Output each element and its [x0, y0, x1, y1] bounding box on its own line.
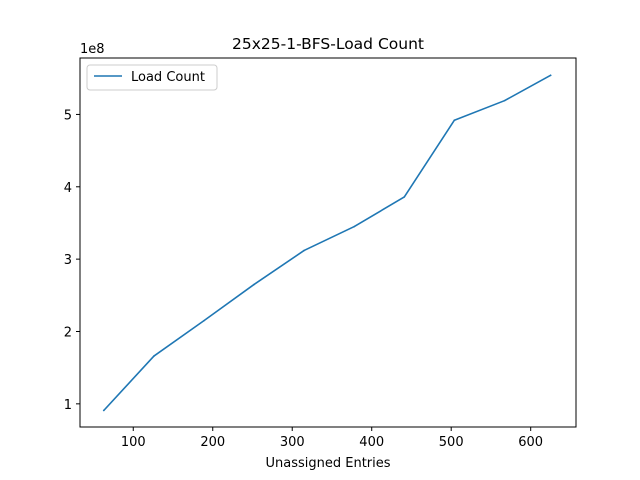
x-axis-label: Unassigned Entries [265, 456, 390, 471]
x-tick-label: 200 [200, 435, 225, 450]
chart-title: 25x25-1-BFS-Load Count [232, 35, 424, 53]
data-point [503, 99, 506, 102]
y-tick-label: 3 [64, 253, 72, 268]
data-point [403, 196, 406, 198]
plot-frame [79, 57, 577, 428]
data-point [153, 355, 155, 357]
data-point [203, 319, 205, 322]
x-tick-label: 400 [359, 435, 384, 450]
data-point [353, 225, 356, 228]
y-tick-label: 4 [64, 181, 72, 196]
legend: Load Count [86, 64, 218, 91]
legend-label: Load Count [131, 70, 205, 85]
y-tick-label: 1 [64, 398, 72, 413]
data-point [103, 409, 105, 412]
data-point [253, 283, 255, 286]
x-tick-label: 500 [439, 435, 464, 450]
y-tick-label: 2 [64, 325, 72, 340]
y-scale-label: 1e8 [80, 42, 105, 57]
axis-ticks: 100 200 300 400 500 600 1 2 3 4 5 [64, 108, 543, 450]
x-tick-label: 300 [280, 435, 305, 450]
x-tick-label: 600 [518, 435, 543, 450]
data-point [453, 119, 456, 122]
y-tick-label: 5 [64, 108, 72, 123]
data-point [549, 74, 552, 77]
data-point [303, 249, 305, 252]
legend-box [86, 64, 218, 91]
x-tick-label: 100 [121, 435, 146, 450]
series-line-0 [102, 74, 552, 412]
series-layer [102, 74, 552, 412]
